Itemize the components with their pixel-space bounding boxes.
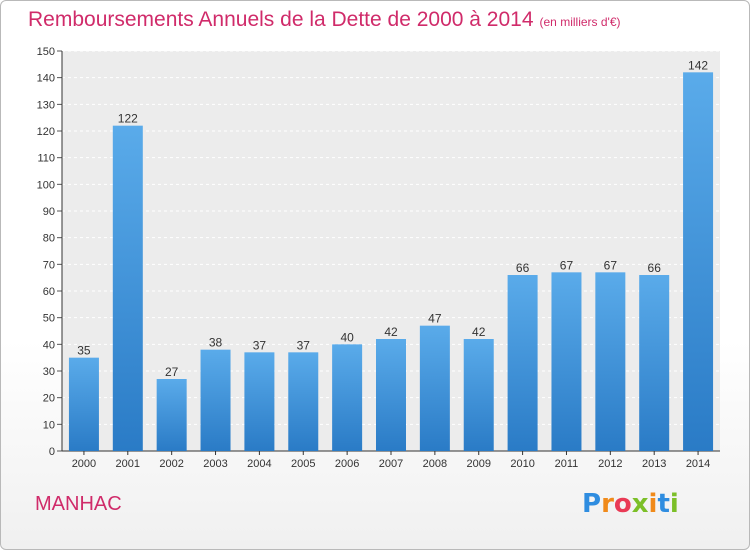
bar [683,72,714,451]
y-tick-label: 70 [43,259,55,271]
bar [244,352,275,451]
chart-title-text: Remboursements Annuels de la Dette de 20… [28,8,534,31]
bar-value-label: 47 [428,312,442,326]
bar [463,339,494,451]
proxiti-logo: Proxiti [582,489,679,519]
logo-letter: o [613,489,632,519]
y-tick-label: 120 [37,126,55,138]
y-tick-label: 100 [37,179,55,191]
y-tick-label: 0 [49,446,55,458]
x-tick-label: 2012 [598,458,622,470]
bar [156,379,187,451]
y-tick-label: 20 [43,393,55,405]
chart-title: Remboursements Annuels de la Dette de 20… [28,8,621,32]
x-tick-label: 2010 [510,458,534,470]
x-tick-label: 2009 [466,458,490,470]
bar [332,344,363,451]
bar-value-label: 40 [340,330,354,344]
y-tick-label: 130 [37,99,55,111]
y-tick-label: 10 [43,419,55,431]
x-tick-label: 2003 [203,458,227,470]
bar-value-label: 37 [297,338,311,352]
x-tick-label: 2005 [291,458,315,470]
bar-value-label: 37 [253,338,267,352]
y-tick-label: 80 [43,233,55,245]
y-tick-label: 150 [37,46,55,58]
logo-letter: i [648,489,658,519]
bar [200,349,231,451]
y-tick-label: 90 [43,206,55,218]
bar [419,325,450,451]
x-tick-label: 2008 [423,458,447,470]
bar [595,272,626,451]
y-tick-label: 40 [43,339,55,351]
bar [507,275,538,451]
bar [288,352,319,451]
x-tick-label: 2006 [335,458,359,470]
y-tick-label: 60 [43,286,55,298]
bar-value-label: 38 [209,336,223,350]
logo-letter: P [582,489,602,519]
bar [376,339,406,451]
logo-letter: x [631,489,649,519]
y-tick-label: 110 [37,153,55,165]
bar-value-label: 27 [165,365,179,379]
bar-value-label: 42 [472,325,486,339]
x-tick-label: 2004 [247,458,271,470]
bar-value-label: 142 [688,58,708,72]
logo-letter: r [601,489,614,519]
x-tick-label: 2011 [555,458,579,470]
bar-value-label: 122 [118,112,138,126]
logo-letter: t [657,489,670,519]
y-tick-label: 30 [43,366,55,378]
bar-value-label: 42 [384,325,398,339]
bar-value-label: 35 [77,344,91,358]
x-tick-label: 2013 [642,458,666,470]
bar [551,272,582,451]
x-tick-label: 2002 [159,458,183,470]
bar-value-label: 66 [516,261,530,275]
x-tick-label: 2014 [686,458,710,470]
bar [112,125,143,452]
commune-name: MANHAC [35,493,122,515]
y-tick-label: 50 [43,313,55,325]
x-tick-label: 2001 [116,458,140,470]
x-tick-label: 2000 [72,458,96,470]
bar-value-label: 67 [560,258,574,272]
y-tick-label: 140 [37,73,55,85]
logo-letter: i [669,489,679,519]
bar [68,357,99,451]
bar-value-label: 67 [604,258,618,272]
bar [639,275,670,451]
chart-unit-note: (en milliers d'€) [539,15,621,29]
x-tick-label: 2007 [379,458,403,470]
bar-value-label: 66 [648,261,662,275]
